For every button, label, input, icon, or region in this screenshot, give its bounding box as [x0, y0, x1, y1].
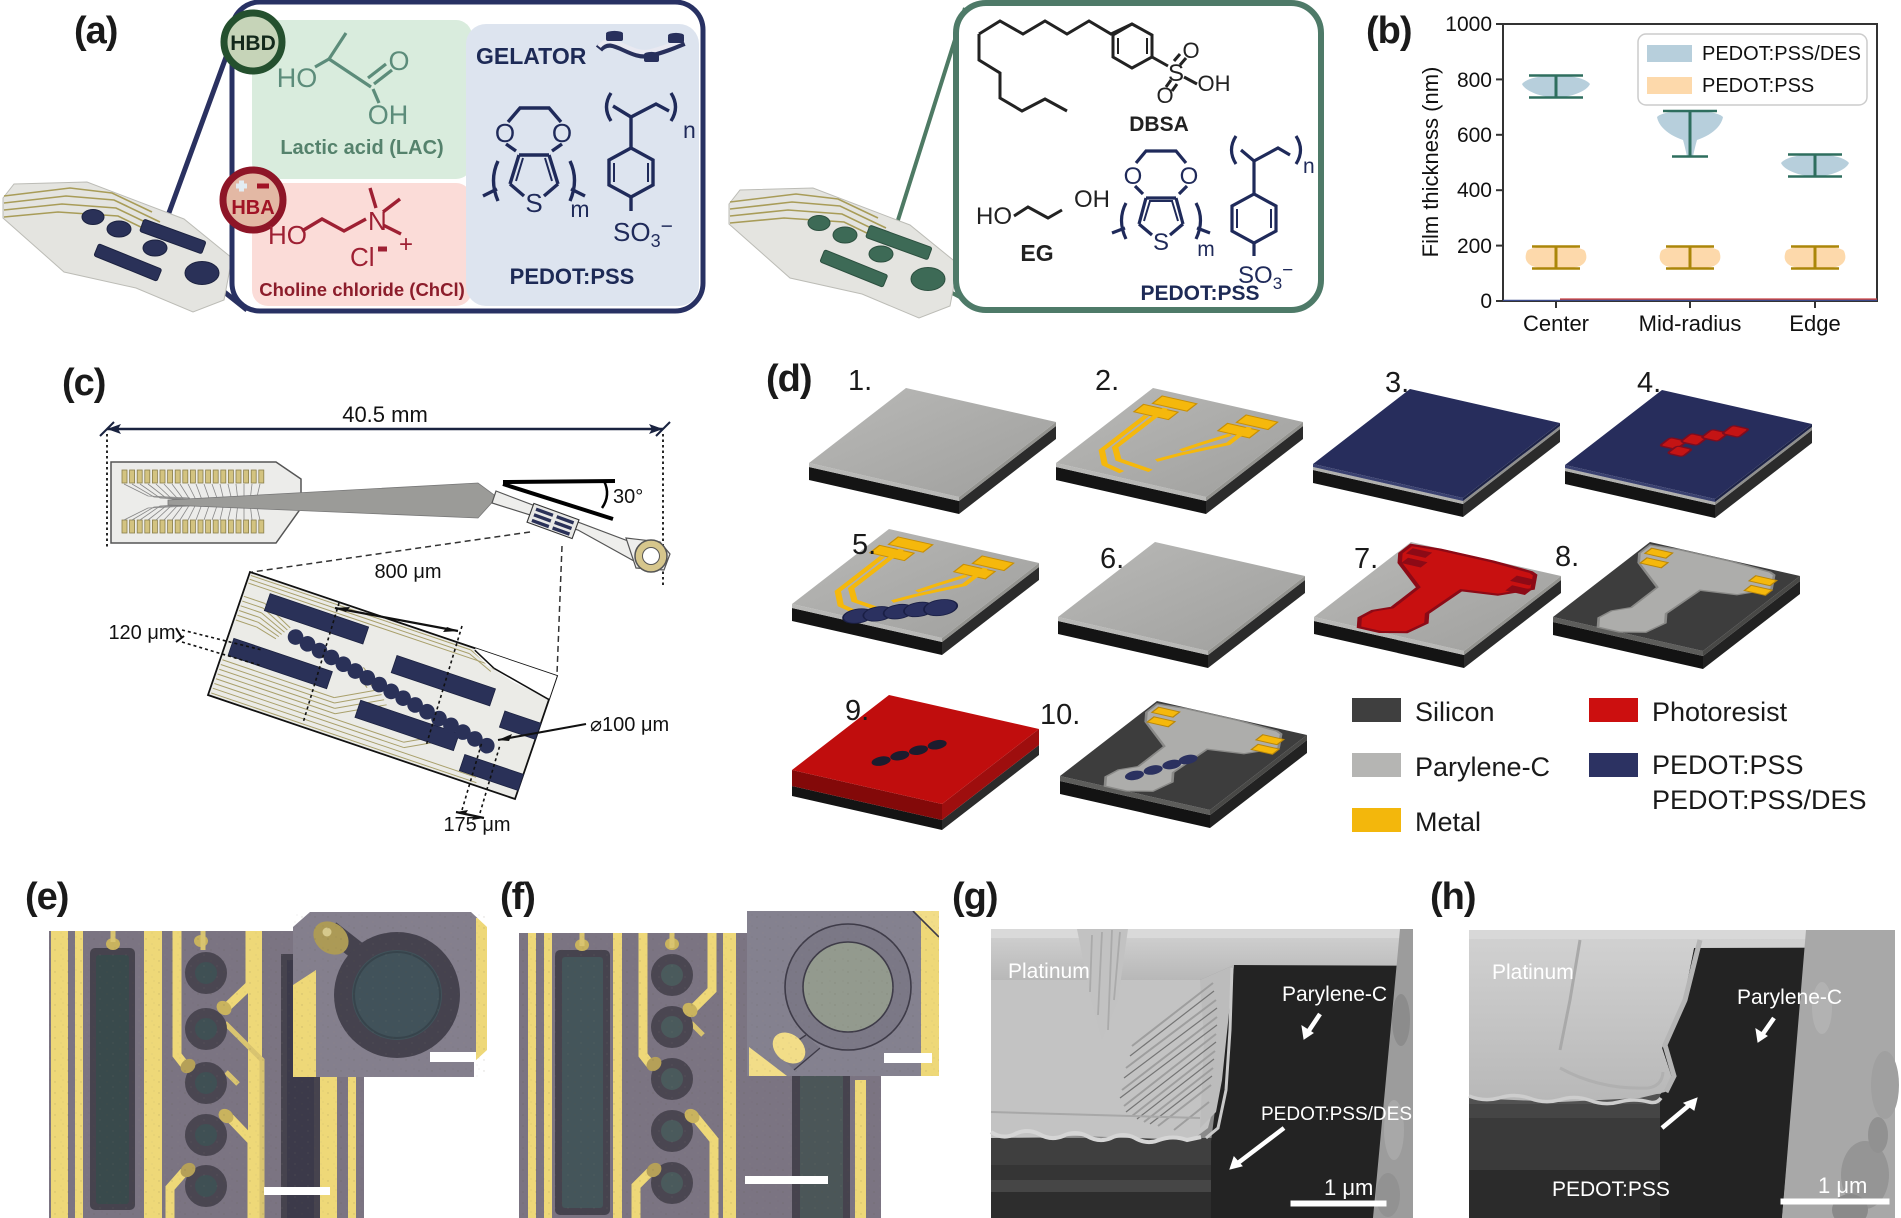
svg-text:GELATOR: GELATOR [476, 43, 587, 69]
svg-text:EG: EG [1020, 240, 1053, 266]
svg-text:S: S [1153, 229, 1169, 256]
svg-text:S: S [1168, 60, 1184, 87]
svg-text:PEDOT:PSS: PEDOT:PSS [1702, 75, 1814, 97]
svg-text:2.: 2. [1095, 365, 1119, 397]
svg-text:DBSA: DBSA [1129, 113, 1189, 136]
svg-text:PEDOT:PSS/DES: PEDOT:PSS/DES [1652, 785, 1867, 815]
svg-text:Silicon: Silicon [1415, 697, 1495, 727]
svg-text:m: m [1197, 238, 1215, 261]
svg-text:O: O [1180, 163, 1199, 190]
svg-text:O: O [1124, 163, 1143, 190]
svg-text:PEDOT:PSS: PEDOT:PSS [510, 264, 635, 289]
svg-text:Edge: Edge [1789, 311, 1840, 336]
svg-text:O: O [1182, 38, 1199, 63]
svg-text:1000: 1000 [1445, 13, 1492, 36]
svg-text:OH: OH [1198, 71, 1231, 96]
svg-text:Parylene-C: Parylene-C [1282, 983, 1387, 1006]
svg-text:800: 800 [1457, 69, 1492, 92]
svg-text:1.: 1. [848, 365, 872, 397]
svg-text:4.: 4. [1637, 367, 1661, 399]
svg-text:O: O [1156, 83, 1173, 108]
svg-text:PEDOT:PSS: PEDOT:PSS [1652, 750, 1804, 780]
svg-text:Film thickness (nm): Film thickness (nm) [1418, 67, 1443, 258]
svg-text:7.: 7. [1354, 543, 1378, 575]
svg-text:PEDOT:PSS/DES: PEDOT:PSS/DES [1702, 43, 1861, 65]
svg-text:+: + [399, 231, 413, 258]
svg-text:175 μm: 175 μm [443, 814, 510, 836]
svg-text:Parylene-C: Parylene-C [1415, 752, 1550, 782]
svg-text:5.: 5. [852, 529, 876, 561]
svg-text:400: 400 [1457, 179, 1492, 202]
svg-text:0: 0 [1480, 290, 1492, 313]
svg-text:PEDOT:PSS: PEDOT:PSS [1552, 1178, 1670, 1201]
svg-text:Mid-radius: Mid-radius [1639, 311, 1742, 336]
svg-text:OH: OH [368, 100, 409, 130]
svg-text:9.: 9. [845, 695, 869, 727]
svg-text:S: S [525, 188, 542, 218]
svg-text:HO: HO [268, 220, 307, 250]
svg-text:Platinum: Platinum [1492, 961, 1574, 984]
svg-text:800 μm: 800 μm [374, 561, 441, 583]
svg-text:PEDOT:PSS: PEDOT:PSS [1140, 282, 1259, 305]
svg-text:30°: 30° [613, 486, 643, 508]
svg-text:HO: HO [976, 203, 1012, 230]
svg-text:40.5 mm: 40.5 mm [342, 402, 428, 427]
svg-text:O: O [495, 118, 515, 148]
svg-text:HBD: HBD [230, 32, 276, 55]
svg-text:3.: 3. [1385, 367, 1409, 399]
svg-text:10.: 10. [1040, 699, 1080, 731]
svg-text:N: N [368, 206, 387, 236]
svg-text:m: m [570, 196, 589, 222]
svg-text:Metal: Metal [1415, 807, 1481, 837]
svg-text:600: 600 [1457, 124, 1492, 147]
svg-text:Choline chloride (ChCl): Choline chloride (ChCl) [259, 279, 465, 300]
svg-text:1 μm: 1 μm [1324, 1175, 1373, 1200]
svg-text:1 μm: 1 μm [1818, 1173, 1867, 1198]
svg-text:Photoresist: Photoresist [1652, 697, 1788, 727]
svg-text:OH: OH [1074, 186, 1110, 213]
svg-text:O: O [552, 118, 572, 148]
svg-text:Platinum: Platinum [1008, 960, 1090, 983]
svg-text:6.: 6. [1100, 543, 1124, 575]
svg-text:n: n [683, 117, 696, 143]
svg-text:O: O [388, 46, 409, 76]
svg-text:n: n [1303, 155, 1315, 178]
svg-text:Lactic acid (LAC): Lactic acid (LAC) [280, 137, 443, 159]
svg-text:PEDOT:PSS/DES: PEDOT:PSS/DES [1261, 1104, 1412, 1125]
svg-text:Center: Center [1523, 311, 1589, 336]
svg-text:120 μm: 120 μm [108, 622, 175, 644]
svg-text:HBA: HBA [231, 197, 274, 219]
svg-text:⌀100 μm: ⌀100 μm [590, 714, 669, 736]
svg-text:Parylene-C: Parylene-C [1737, 986, 1842, 1009]
svg-text:200: 200 [1457, 235, 1492, 258]
svg-text:HO: HO [277, 63, 318, 93]
svg-text:8.: 8. [1555, 541, 1579, 573]
svg-text:Cl: Cl [350, 242, 375, 272]
